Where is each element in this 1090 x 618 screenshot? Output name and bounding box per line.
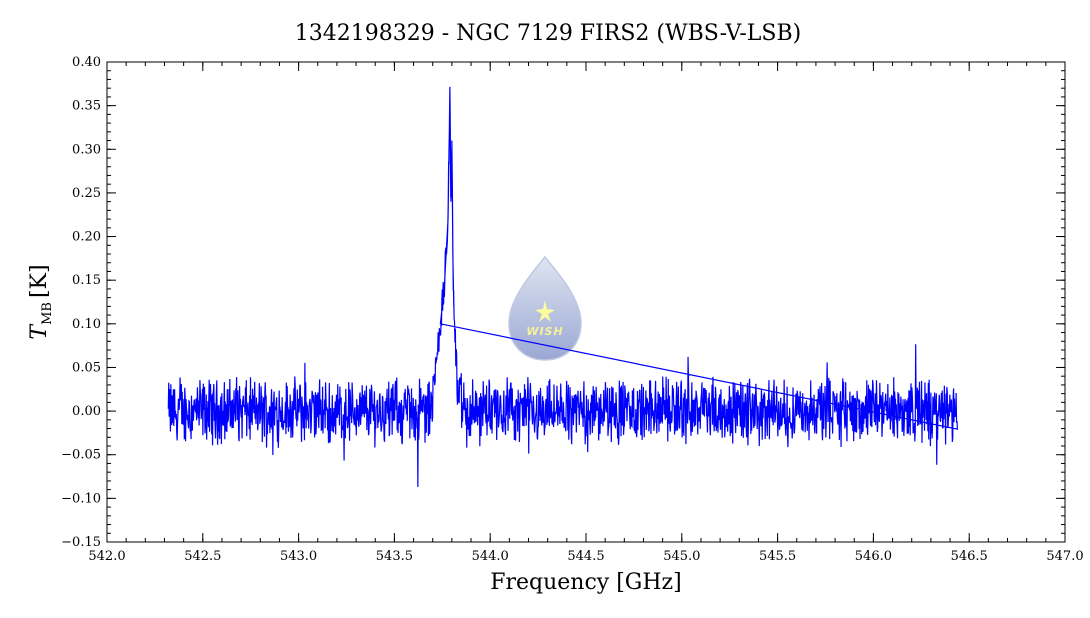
y-tick-label: 0.20 (72, 230, 101, 245)
y-tick-label: 0.15 (72, 273, 101, 288)
y-tick-label: 0.05 (72, 360, 101, 375)
x-axis-label: Frequency [GHz] (490, 570, 682, 595)
x-tick-label: 547.0 (1046, 549, 1083, 564)
x-tick-label: 542.0 (88, 549, 125, 564)
plot-frame (106, 61, 1066, 543)
y-axis-label: TMB [K] (27, 264, 55, 339)
chart-title: 1342198329 - NGC 7129 FIRS2 (WBS-V-LSB) (295, 21, 801, 46)
x-tick-label: 543.0 (280, 549, 317, 564)
x-tick-label: 545.0 (663, 549, 700, 564)
tick-labels-layer: 542.0 542.5 543.0 543.5 544.0 544.5 545.0 545.5… (61, 55, 1083, 564)
y-tick-label: −0.10 (61, 491, 101, 506)
star-icon (535, 300, 555, 322)
y-axis-label-unit: [K] (27, 264, 52, 298)
y-axis-label-sub: MB (40, 302, 55, 325)
y-tick-label: 0.30 (72, 142, 101, 157)
y-tick-label: −0.05 (61, 448, 101, 463)
y-axis-label-main: T (27, 323, 52, 340)
logo-text: WISH (526, 325, 563, 338)
x-tick-label: 546.5 (951, 549, 988, 564)
x-tick-label: 544.0 (472, 549, 509, 564)
y-tick-label: 0.25 (72, 186, 101, 201)
wish-logo: WISH (508, 255, 582, 361)
x-tick-label: 545.5 (759, 549, 796, 564)
x-tick-label: 544.5 (567, 549, 604, 564)
y-tick-label: 0.40 (72, 55, 101, 70)
y-tick-label: 0.10 (72, 317, 101, 332)
x-tick-label: 543.5 (376, 549, 413, 564)
x-tick-label: 542.5 (184, 549, 221, 564)
y-tick-label: 0.00 (72, 404, 101, 419)
y-tick-label: 0.35 (72, 99, 101, 114)
spectrum-line (167, 86, 959, 487)
y-tick-label: −0.15 (61, 535, 101, 550)
ticks-layer (106, 61, 1066, 543)
x-tick-label: 546.0 (855, 549, 892, 564)
